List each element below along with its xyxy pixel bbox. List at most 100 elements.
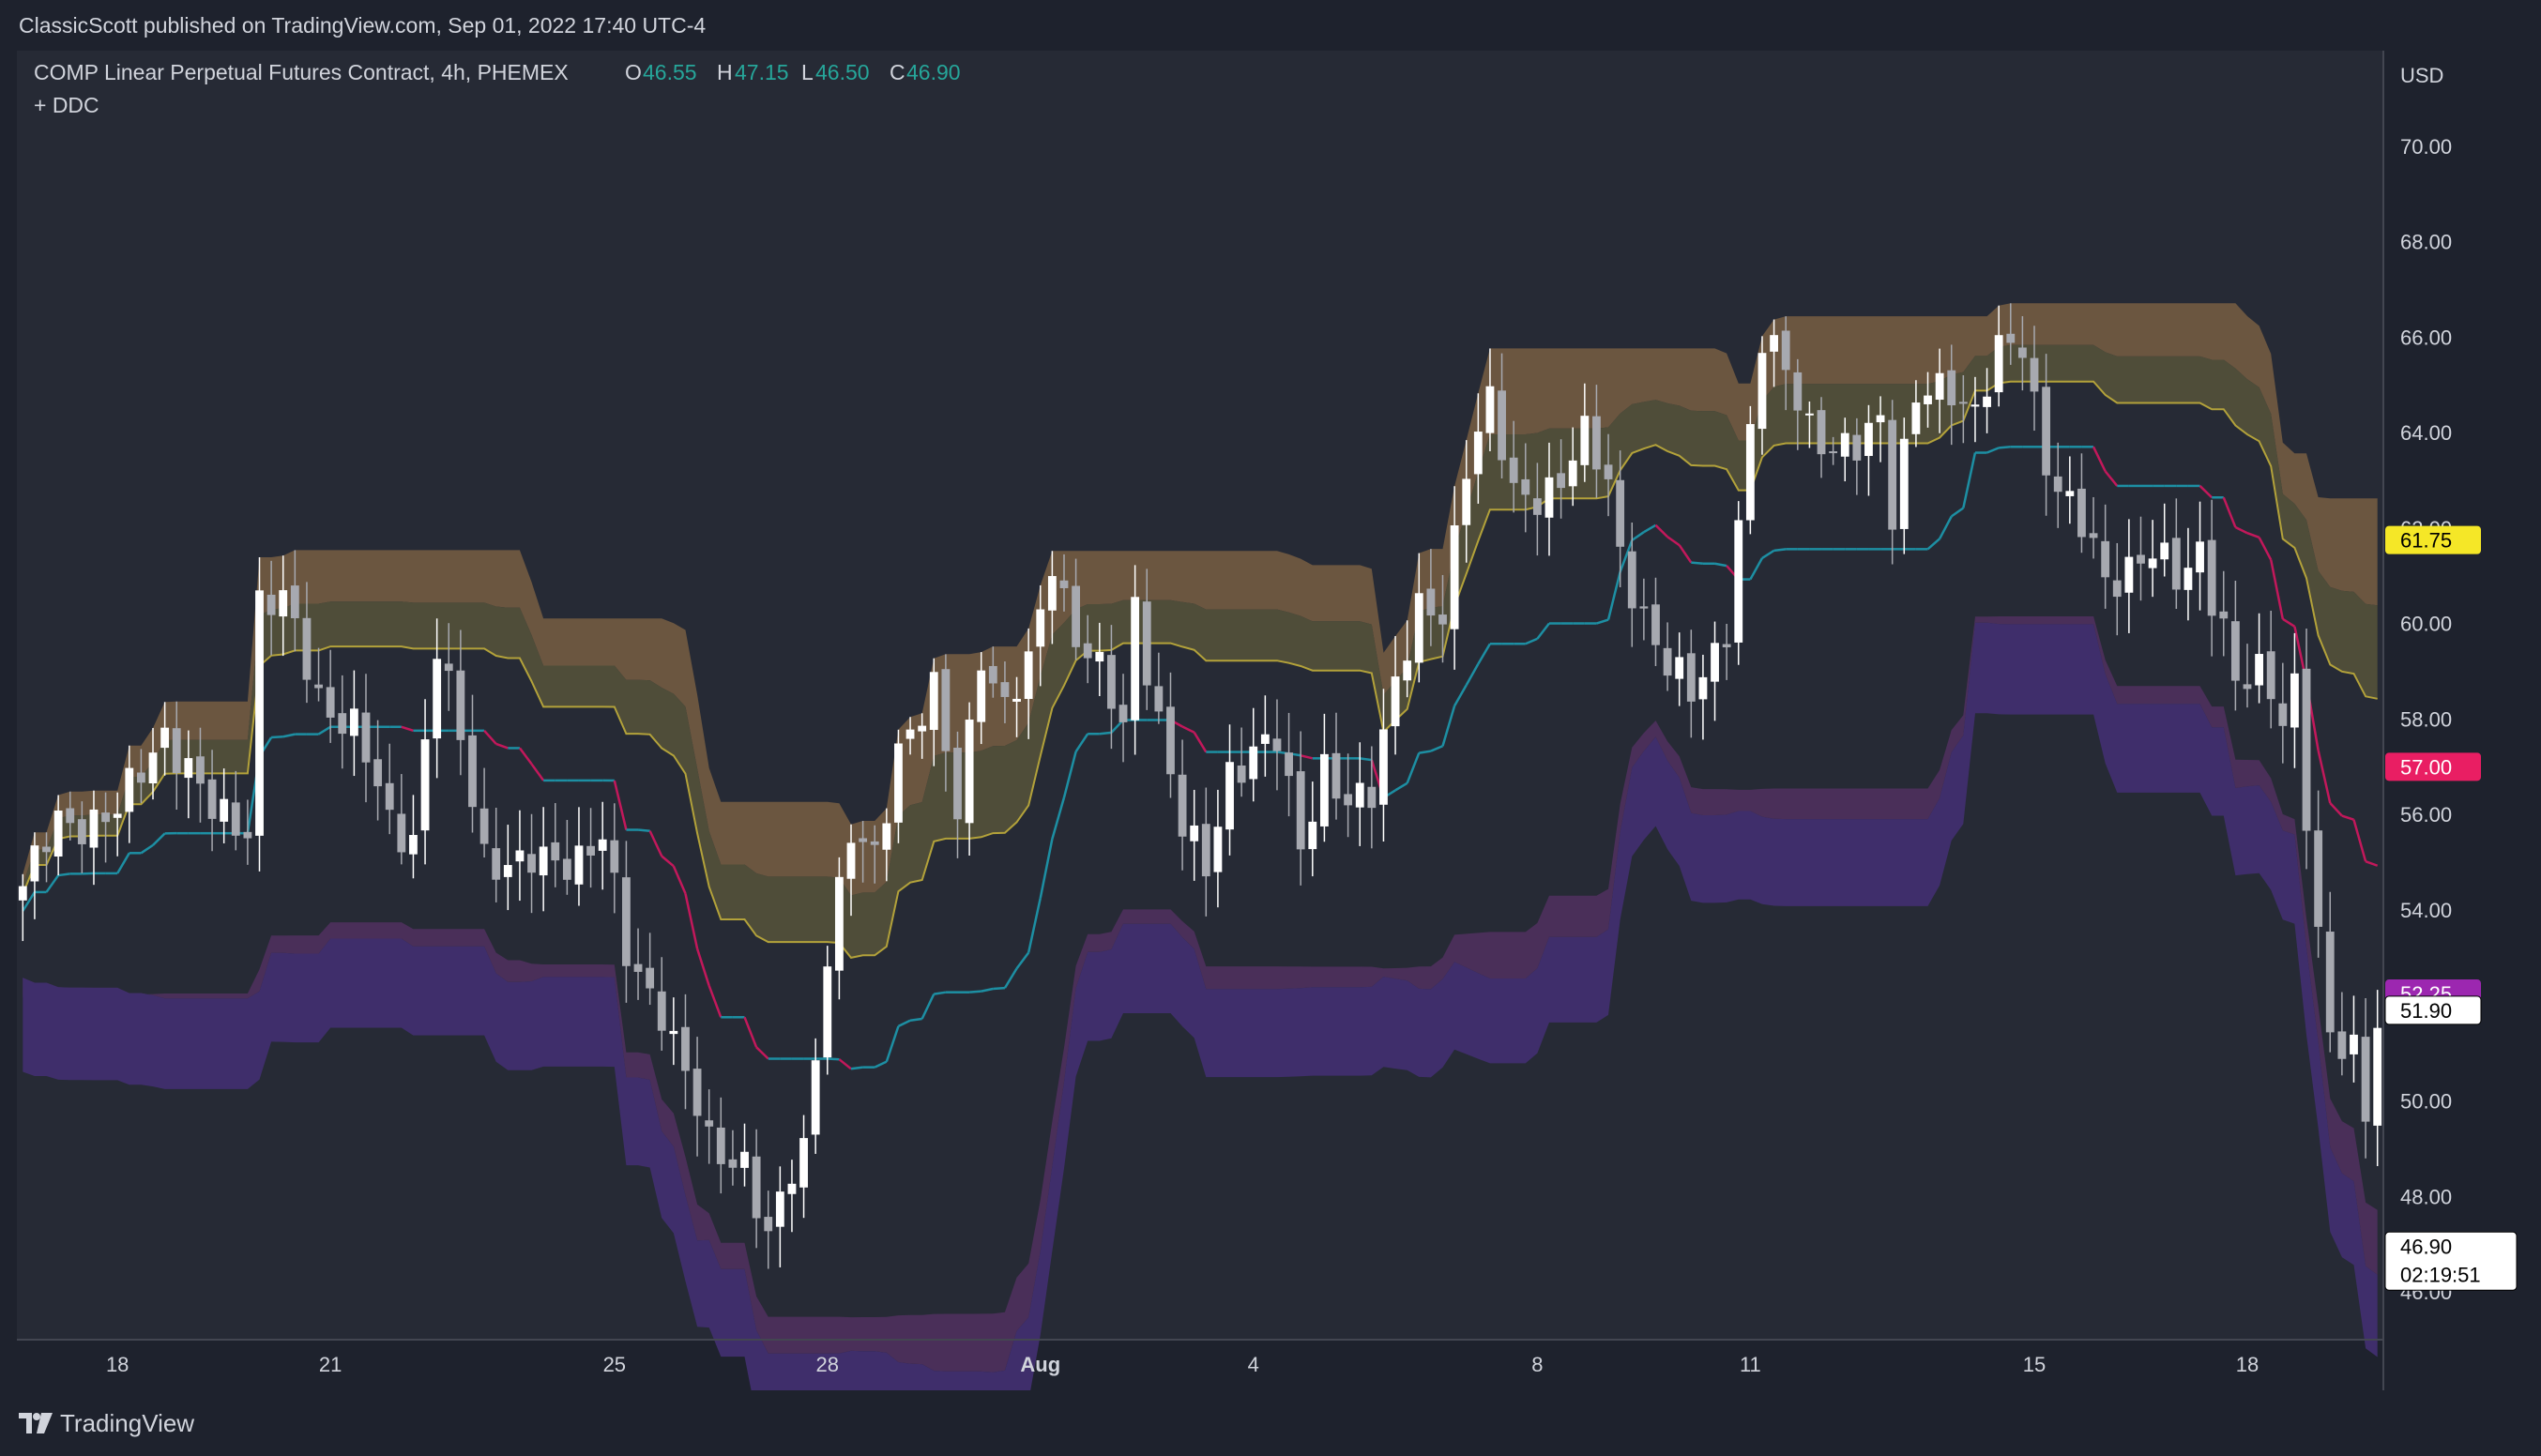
candle-body xyxy=(622,877,631,966)
candle-body xyxy=(1000,682,1010,697)
candle-body xyxy=(1414,593,1423,663)
candle-body xyxy=(657,991,666,1031)
candle-body xyxy=(1403,660,1412,681)
basis-line-segment xyxy=(969,990,981,993)
footer: TradingView xyxy=(0,1390,2541,1456)
candle-body xyxy=(1166,706,1175,775)
candle-body xyxy=(1036,609,1045,647)
y-tick-label: 58.00 xyxy=(2400,707,2452,731)
candles xyxy=(18,303,2382,1269)
basis-line-segment xyxy=(672,865,687,894)
y-tick-label: 70.00 xyxy=(2400,135,2452,159)
legend-symbol: COMP Linear Perpetual Futures Contract, … xyxy=(34,60,569,84)
candle-body xyxy=(302,617,312,680)
basis-line-segment xyxy=(1453,684,1468,706)
basis-line-segment xyxy=(1360,757,1373,762)
candle-body xyxy=(1935,372,1944,401)
candle-body xyxy=(681,1026,690,1071)
basis-line-segment xyxy=(981,987,994,993)
candle-body xyxy=(1391,676,1400,727)
candle-body xyxy=(1072,585,1081,647)
candle-body xyxy=(2290,673,2299,728)
candle-body xyxy=(456,670,465,740)
y-tick-label: 66.00 xyxy=(2400,326,2452,349)
basis-line-segment xyxy=(885,1025,900,1062)
y-tick-label: 60.00 xyxy=(2400,613,2452,636)
y-tick-label: 48.00 xyxy=(2400,1185,2452,1208)
basis-line-segment xyxy=(2341,814,2354,821)
basis-line-segment xyxy=(1596,618,1609,625)
candle-body xyxy=(279,590,288,617)
candle-body xyxy=(409,835,418,855)
basis-line-segment xyxy=(2222,496,2237,528)
time-axis[interactable]: 18 21 25 28 Aug 4 8 11 15 18 xyxy=(106,1353,2259,1376)
tradingview-logo[interactable]: TradingView xyxy=(19,1409,194,1438)
candle-body xyxy=(1947,370,1956,406)
basis-line-segment xyxy=(2329,802,2343,817)
candle-body xyxy=(2137,554,2145,564)
candle-body xyxy=(1190,825,1199,842)
candle-body xyxy=(1580,416,1590,465)
basis-line-segment xyxy=(1986,447,2000,454)
basis-line-segment xyxy=(1643,523,1657,534)
candle-body xyxy=(2171,538,2181,590)
basis-line-segment xyxy=(152,832,166,846)
basis-line-segment xyxy=(1761,549,1775,559)
price-label-text: 61.75 xyxy=(2400,529,2452,553)
basis-line-segment xyxy=(684,893,699,949)
ddc-bands xyxy=(22,303,2379,1390)
basis-line-segment xyxy=(140,843,154,855)
price-label-box xyxy=(2385,752,2481,781)
chart-area[interactable]: COMP Linear Perpetual Futures Contract, … xyxy=(17,51,2528,1390)
basis-line-segment xyxy=(1962,452,1977,508)
candle-body xyxy=(2255,654,2264,686)
candle-body xyxy=(1876,415,1885,423)
x-tick-label: 15 xyxy=(2023,1353,2046,1376)
price-label-text: 51.90 xyxy=(2400,999,2452,1023)
candle-body xyxy=(1592,416,1601,470)
candle-body xyxy=(894,743,903,823)
candle-body xyxy=(527,854,536,873)
candle-body xyxy=(1142,601,1151,686)
candle-body xyxy=(752,1156,761,1219)
candle-body xyxy=(1711,643,1719,682)
price-axis[interactable]: 70.0068.0066.0064.0062.0060.0058.0056.00… xyxy=(2400,135,2452,1304)
candle-body xyxy=(1970,404,1980,407)
basis-line-segment xyxy=(2104,470,2119,487)
tradingview-brand: TradingView xyxy=(60,1408,195,1437)
candle-body xyxy=(1095,651,1104,662)
basis-line-segment xyxy=(1691,561,1704,566)
basis-line-segment xyxy=(2282,617,2296,628)
candle-body xyxy=(941,669,951,751)
publish-header: ClassicScott published on TradingView.co… xyxy=(0,0,2541,51)
candle-body xyxy=(551,842,560,861)
basis-line-segment xyxy=(695,948,710,987)
basis-line-segment xyxy=(1631,531,1645,541)
basis-line-segment xyxy=(282,733,296,738)
candle-body xyxy=(859,838,868,842)
candle-body xyxy=(1651,604,1660,645)
candle-body xyxy=(2053,476,2062,493)
price-label-text: 46.90 xyxy=(2400,1235,2452,1258)
candle-body xyxy=(1544,477,1554,518)
basis-line-segment xyxy=(530,763,545,781)
candle-body xyxy=(2112,580,2122,598)
y-tick-label: 54.00 xyxy=(2400,899,2452,922)
candle-body xyxy=(1899,438,1909,529)
legend-h-label: H xyxy=(717,60,733,84)
candle-body xyxy=(1024,651,1033,700)
candle-body xyxy=(1296,771,1305,850)
y-tick-label: 56.00 xyxy=(2400,803,2452,827)
candle-body xyxy=(2196,541,2204,573)
candle-body xyxy=(1793,372,1803,411)
candle-body xyxy=(66,808,75,824)
candle-body xyxy=(1983,396,1991,407)
candle-body xyxy=(113,813,122,818)
candle-body xyxy=(290,585,299,619)
candle-body xyxy=(1473,432,1483,475)
candle-body xyxy=(1924,395,1932,404)
basis-line-segment xyxy=(850,1066,863,1070)
basis-line-segment xyxy=(1749,557,1764,581)
basis-line-segment xyxy=(271,735,283,739)
candle-body xyxy=(255,590,264,836)
